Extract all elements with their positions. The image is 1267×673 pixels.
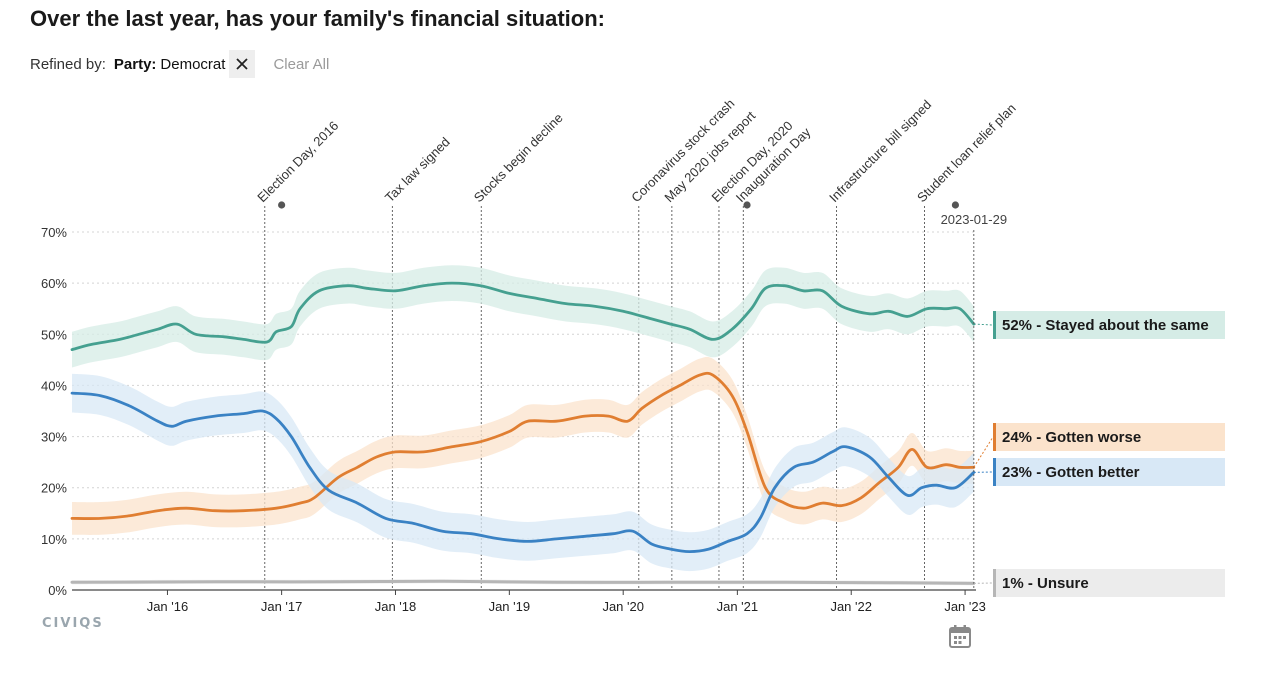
x-tick-label: Jan '22 <box>830 599 872 614</box>
end-label-accent <box>993 311 996 339</box>
confidence-band <box>72 356 974 535</box>
x-tick-label: Jan '21 <box>717 599 759 614</box>
end-label-connector <box>973 323 994 326</box>
series-line[interactable] <box>70 391 976 553</box>
end-label-text: 52% - Stayed about the same <box>1002 317 1209 334</box>
end-label-background <box>993 311 1225 339</box>
end-label-accent <box>993 423 996 451</box>
end-labels: 52% - Stayed about the same 24% - Gotten … <box>973 311 1225 597</box>
confidence-band <box>72 265 974 368</box>
x-tick-label: Jan '16 <box>147 599 189 614</box>
x-axis: Jan '16 Jan '17 Jan '18 Jan '19 Jan '20 Jan '… <box>147 590 986 614</box>
y-tick-label: 60% <box>41 276 67 291</box>
event-label[interactable]: Election Day, 2016 <box>254 118 341 205</box>
end-label-background <box>993 569 1225 597</box>
y-tick-label: 0% <box>48 583 67 598</box>
end-label-text: 1% - Unsure <box>1002 575 1089 592</box>
end-label-background <box>993 423 1225 451</box>
filter-value: Democrat <box>160 55 226 73</box>
y-tick-label: 50% <box>41 327 67 342</box>
confidence-bands <box>72 265 974 586</box>
end-label-text: 23% - Gotten better <box>1002 464 1140 481</box>
series-line[interactable] <box>70 281 976 351</box>
y-tick-label: 40% <box>41 378 67 393</box>
calendar-icon[interactable] <box>949 625 971 648</box>
event-label[interactable]: Student loan relief plan <box>914 100 1019 205</box>
end-label-background <box>993 458 1225 486</box>
series-line[interactable] <box>70 579 976 585</box>
y-tick-label: 30% <box>41 430 67 445</box>
end-label-text: 24% - Gotten worse <box>1002 429 1141 446</box>
clear-all-button[interactable]: Clear All <box>273 55 330 73</box>
series-line[interactable] <box>70 371 976 520</box>
y-tick-label: 70% <box>41 225 67 240</box>
remove-filter-button[interactable] <box>229 50 256 78</box>
y-tick-label: 20% <box>41 481 67 496</box>
x-tick-label: Jan '18 <box>375 599 417 614</box>
end-label-accent <box>993 569 996 597</box>
y-axis: 0% 10% 20% 30% 40% 50% 60% 70% <box>41 225 67 598</box>
event-label[interactable]: Stocks begin decline <box>471 110 566 205</box>
end-label-connector <box>973 436 994 468</box>
x-tick-label: Jan '19 <box>489 599 531 614</box>
refined-by-label: Refined by: <box>30 55 106 73</box>
filter-key: Party: <box>113 55 157 73</box>
x-tick-label: Jan '17 <box>261 599 303 614</box>
brand-logo: CIVIQS <box>42 616 104 631</box>
cursor-line: 2023-01-29 <box>941 212 1008 590</box>
end-label[interactable]: 52% - Stayed about the same <box>973 311 1225 339</box>
close-icon <box>236 58 249 70</box>
confidence-band <box>72 373 974 572</box>
x-tick-label: Jan '20 <box>602 599 644 614</box>
cursor-date-label: 2023-01-29 <box>941 212 1008 227</box>
end-label[interactable]: 24% - Gotten worse <box>973 423 1225 468</box>
event-marker[interactable] <box>278 201 286 209</box>
event-label[interactable]: Tax law signed <box>382 134 453 205</box>
filter-bar: Refined by: Party: Democrat Clear All <box>30 50 329 78</box>
y-tick-label: 10% <box>41 532 67 547</box>
event-label[interactable]: Infrastructure bill signed <box>826 97 934 205</box>
page-title: Over the last year, has your family's fi… <box>30 6 605 31</box>
event-marker[interactable] <box>951 201 960 209</box>
x-tick-label: Jan '23 <box>944 599 986 614</box>
end-label[interactable]: 23% - Gotten better <box>973 458 1225 486</box>
end-label[interactable]: 1% - Unsure <box>973 569 1225 597</box>
series-lines <box>70 281 976 585</box>
event-marker[interactable] <box>743 201 751 209</box>
end-label-accent <box>993 458 996 486</box>
